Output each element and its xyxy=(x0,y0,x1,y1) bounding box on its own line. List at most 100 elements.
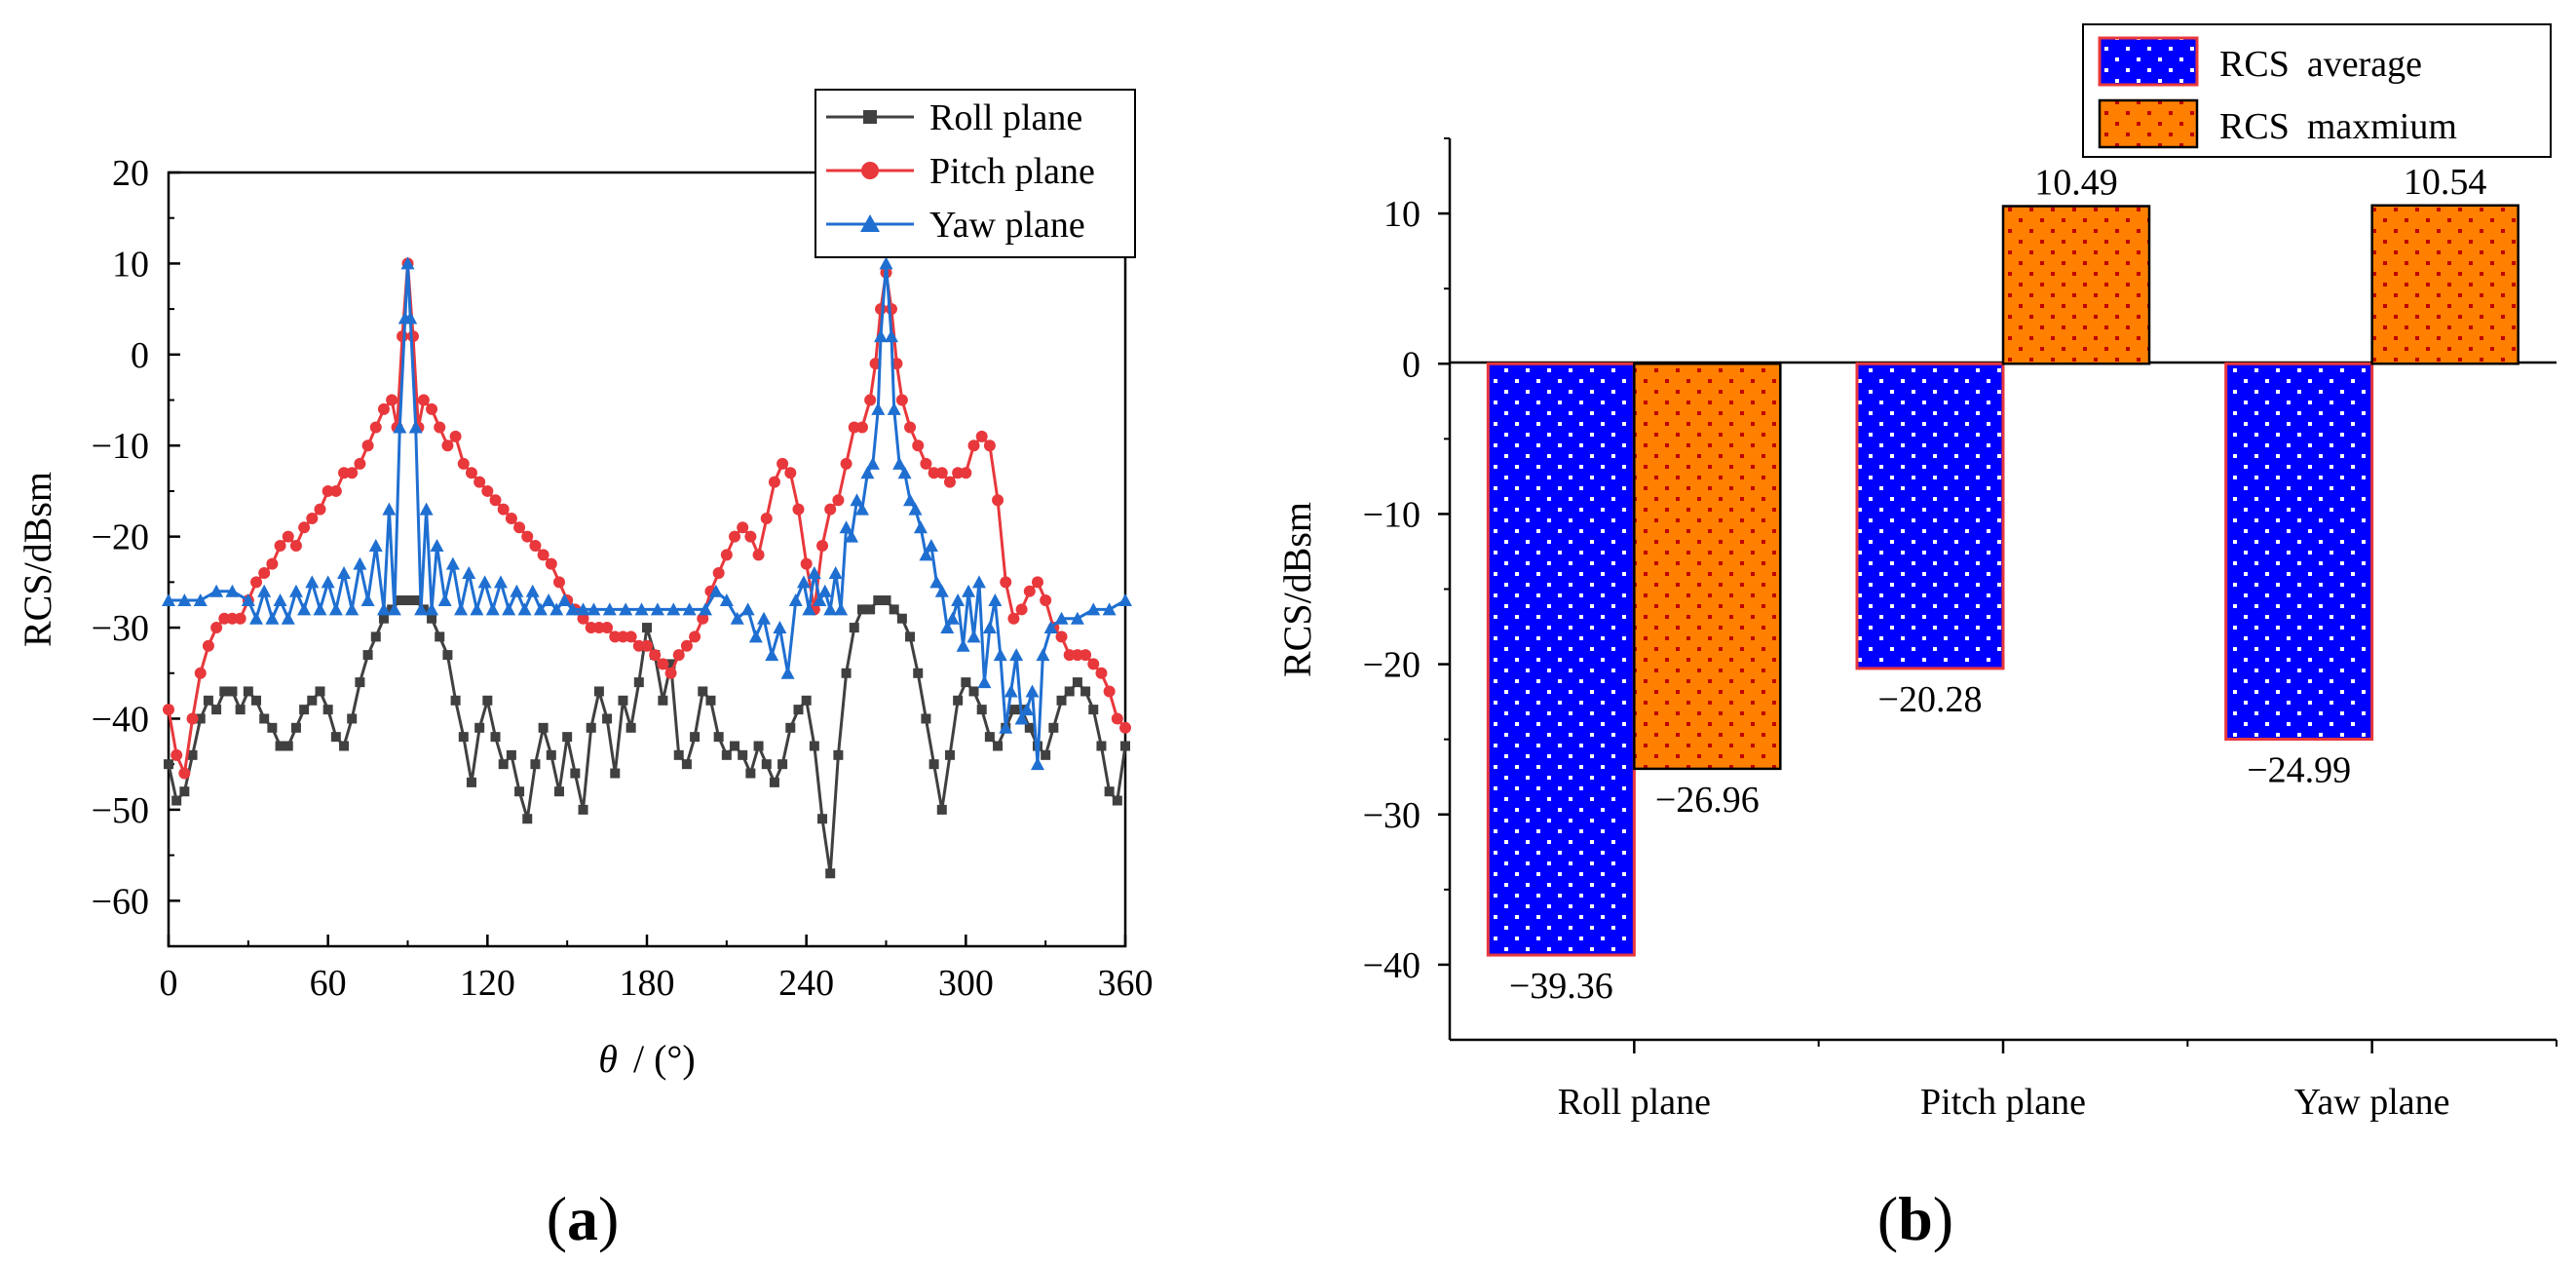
series-point-pitch-plane xyxy=(1080,649,1092,662)
y-tick-label-b: 10 xyxy=(1383,194,1421,235)
bar-maximum-pitch-plane xyxy=(2001,205,2151,365)
series-point-yaw-plane xyxy=(576,602,590,616)
series-point-roll-plane xyxy=(905,631,916,642)
x-tick-label-a: 300 xyxy=(938,963,994,1004)
series-point-yaw-plane xyxy=(1025,684,1040,698)
series-point-pitch-plane xyxy=(537,549,549,561)
series-point-roll-plane xyxy=(873,595,884,606)
series-point-pitch-plane xyxy=(521,530,534,543)
series-point-yaw-plane xyxy=(1009,648,1024,662)
series-point-yaw-plane xyxy=(993,648,1007,662)
series-point-roll-plane xyxy=(203,695,213,706)
series-point-roll-plane xyxy=(785,722,796,733)
series-point-roll-plane xyxy=(690,732,701,743)
y-tick-label-a: 0 xyxy=(131,335,149,376)
series-point-pitch-plane xyxy=(992,494,1004,507)
series-point-pitch-plane xyxy=(210,622,223,634)
series-point-pitch-plane xyxy=(178,767,191,780)
series-point-pitch-plane xyxy=(960,467,972,479)
series-point-pitch-plane xyxy=(505,512,517,524)
series-point-pitch-plane xyxy=(266,557,279,570)
series-point-yaw-plane xyxy=(708,584,723,597)
series-point-yaw-plane xyxy=(999,720,1013,734)
series-point-roll-plane xyxy=(1041,749,1051,760)
series-point-roll-plane xyxy=(713,732,724,743)
series-point-yaw-plane xyxy=(533,602,548,616)
series-point-roll-plane xyxy=(865,604,876,615)
y-tick-label-b: −30 xyxy=(1363,795,1421,836)
series-point-yaw-plane xyxy=(897,466,912,479)
series-point-pitch-plane xyxy=(449,430,462,442)
series-point-roll-plane xyxy=(921,713,931,724)
series-point-pitch-plane xyxy=(513,521,526,534)
series-point-yaw-plane xyxy=(281,611,295,625)
series-point-pitch-plane xyxy=(875,303,888,316)
series-point-roll-plane xyxy=(339,741,350,751)
series-point-roll-plane xyxy=(179,786,190,797)
series-point-pitch-plane xyxy=(935,467,948,479)
series-point-pitch-plane xyxy=(625,631,637,643)
series-point-roll-plane xyxy=(442,650,453,661)
series-point-roll-plane xyxy=(993,741,1004,751)
series-point-pitch-plane xyxy=(577,612,589,625)
series-point-yaw-plane xyxy=(337,566,352,580)
series-point-pitch-plane xyxy=(1087,658,1100,670)
series-point-roll-plane xyxy=(235,705,246,715)
legend-label-average-b: average xyxy=(2307,44,2422,85)
series-point-yaw-plane xyxy=(1102,602,1117,616)
series-point-pitch-plane xyxy=(920,457,932,470)
series-point-yaw-plane xyxy=(834,602,849,616)
series-point-roll-plane xyxy=(953,695,964,706)
series-point-pitch-plane xyxy=(729,530,741,543)
series-point-pitch-plane xyxy=(1055,631,1068,643)
x-tick-label-a: 0 xyxy=(160,963,178,1004)
series-point-yaw-plane xyxy=(823,602,838,616)
series-point-roll-plane xyxy=(1088,705,1099,715)
series-point-yaw-plane xyxy=(740,602,755,616)
panel-label-b-close: ) xyxy=(1933,1184,1953,1253)
series-point-pitch-plane xyxy=(406,330,419,343)
panel-label-a-open: ( xyxy=(547,1184,567,1253)
series-point-yaw-plane xyxy=(387,602,401,616)
series-point-pitch-plane xyxy=(1111,712,1123,725)
series-point-roll-plane xyxy=(673,749,684,760)
series-point-yaw-plane xyxy=(919,548,933,561)
series-point-yaw-plane xyxy=(1043,621,1058,634)
series-point-yaw-plane xyxy=(445,556,460,570)
series-point-yaw-plane xyxy=(510,584,524,597)
series-point-pitch-plane xyxy=(720,549,733,561)
series-point-yaw-plane xyxy=(345,602,360,616)
series-point-roll-plane xyxy=(482,695,493,706)
series-point-roll-plane xyxy=(593,686,604,697)
series-point-pitch-plane xyxy=(306,512,319,524)
series-point-roll-plane xyxy=(322,705,333,715)
series-point-roll-plane xyxy=(195,713,206,724)
series-group-a xyxy=(162,256,1132,879)
series-point-roll-plane xyxy=(1104,786,1115,797)
series-point-roll-plane xyxy=(402,595,413,606)
series-point-roll-plane xyxy=(1112,795,1122,806)
legend-label-maximum-b: maxmium xyxy=(2307,106,2457,147)
series-point-yaw-plane xyxy=(525,584,540,597)
series-point-pitch-plane xyxy=(426,402,438,415)
bar-value-label: −20.28 xyxy=(1878,679,1983,720)
series-point-pitch-plane xyxy=(983,440,996,452)
series-point-pitch-plane xyxy=(885,303,897,316)
series-point-roll-plane xyxy=(856,604,867,615)
series-point-yaw-plane xyxy=(193,593,208,607)
series-point-pitch-plane xyxy=(816,539,829,552)
series-point-pitch-plane xyxy=(1023,585,1036,597)
series-point-yaw-plane xyxy=(813,593,827,607)
series-point-roll-plane xyxy=(171,795,182,806)
series-point-roll-plane xyxy=(362,650,373,661)
series-point-yaw-plane xyxy=(924,538,938,552)
series-point-pitch-plane xyxy=(552,576,565,589)
series-point-pitch-plane xyxy=(465,467,477,479)
y-tick-label-a: 20 xyxy=(112,153,149,194)
series-point-pitch-plane xyxy=(1095,667,1108,679)
y-tick-label-a: −60 xyxy=(92,881,149,922)
series-point-roll-plane xyxy=(395,595,405,606)
series-point-yaw-plane xyxy=(988,593,1003,607)
legend-marker-yaw xyxy=(860,214,880,232)
